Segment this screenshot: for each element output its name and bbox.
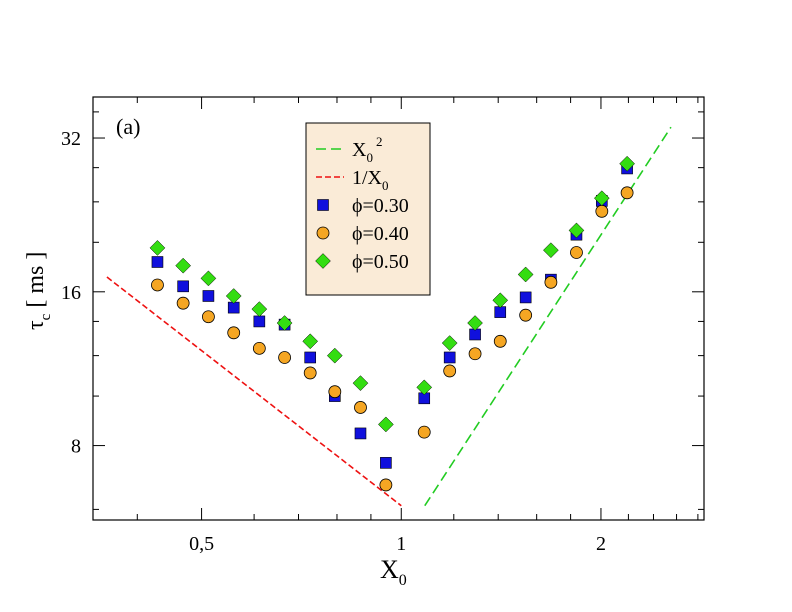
axis-ticks (93, 97, 704, 520)
plot-frame (92, 96, 705, 521)
data-point-diamond (492, 292, 509, 309)
data-point-diamond (543, 242, 559, 259)
data-markers (149, 155, 635, 492)
legend-entry-p050: ϕ=0.50 (315, 251, 409, 273)
data-point-circle (417, 425, 431, 439)
data-point-circle (519, 308, 533, 322)
data-point-circle (570, 246, 583, 259)
tick-labels: 0,5 1 2 8 16 32 (61, 128, 606, 555)
data-point-circle (252, 341, 266, 355)
data-point-circle (544, 275, 558, 289)
data-point-diamond (326, 347, 343, 364)
legend-label: X02 (352, 134, 382, 165)
y-axis-label: τc [ ms ] (23, 252, 54, 330)
reference-line-x0-squared (424, 126, 672, 507)
data-point-square (380, 457, 392, 469)
data-point-diamond (568, 222, 585, 239)
x-tick-label: 2 (596, 533, 606, 555)
legend-label: ϕ=0.40 (352, 223, 409, 245)
data-point-circle (379, 478, 393, 492)
data-point-diamond (619, 155, 635, 172)
data-point-square (354, 427, 367, 440)
legend-marker-square (317, 199, 329, 211)
data-point-diamond (276, 315, 293, 331)
data-point-diamond (302, 333, 319, 350)
legend-entry-p030: ϕ=0.30 (317, 195, 409, 217)
data-point-circle (443, 364, 457, 378)
data-point-diamond (149, 240, 166, 256)
data-point-diamond (416, 379, 433, 396)
data-point-diamond (175, 257, 191, 274)
data-point-circle (328, 385, 342, 399)
data-point-circle (595, 204, 609, 218)
data-point-diamond (200, 270, 217, 287)
y-tick-label: 32 (61, 128, 81, 150)
legend-label: ϕ=0.50 (352, 251, 409, 273)
x-tick-label: 0,5 (189, 533, 214, 555)
data-point-square (443, 351, 456, 364)
data-point-circle (493, 334, 507, 348)
series-circle (151, 186, 634, 492)
data-point-circle (151, 278, 164, 292)
x-axis-label: X0 (380, 555, 407, 589)
data-point-diamond (251, 301, 268, 317)
legend-marker-diamond (315, 253, 331, 269)
data-point-circle (354, 401, 367, 414)
data-point-circle (227, 326, 241, 340)
data-point-diamond (378, 416, 394, 433)
data-point-diamond (517, 266, 534, 283)
data-point-diamond (225, 288, 242, 304)
data-point-circle (176, 296, 190, 310)
legend-entry-inv: 1/X0 (316, 167, 389, 193)
legend-marker-circle (316, 226, 330, 240)
legend-entry-p040: ϕ=0.40 (316, 223, 409, 245)
data-point-square (304, 351, 317, 364)
data-point-diamond (593, 190, 610, 207)
data-point-circle (278, 351, 291, 364)
legend-entry-x2: X02 (316, 134, 382, 165)
series-diamond (149, 155, 635, 433)
data-point-diamond (467, 315, 483, 331)
y-tick-label: 16 (61, 282, 81, 304)
data-point-square (253, 315, 266, 328)
data-point-square (494, 306, 507, 318)
legend-label: ϕ=0.30 (352, 195, 409, 217)
data-point-diamond (441, 335, 458, 351)
panel-label: (a) (116, 114, 140, 139)
data-point-square (177, 280, 189, 293)
legend-label: 1/X0 (352, 167, 389, 193)
data-point-circle (202, 310, 215, 324)
data-point-square (202, 290, 215, 302)
y-tick-label: 8 (71, 436, 81, 458)
data-point-circle (303, 366, 317, 380)
x-tick-label: 1 (396, 533, 406, 555)
data-point-diamond (352, 375, 369, 391)
reference-line-inverse-x0 (106, 276, 402, 507)
data-point-square (151, 256, 164, 268)
data-point-circle (620, 186, 634, 200)
data-point-square (519, 291, 532, 304)
data-point-circle (468, 347, 482, 361)
